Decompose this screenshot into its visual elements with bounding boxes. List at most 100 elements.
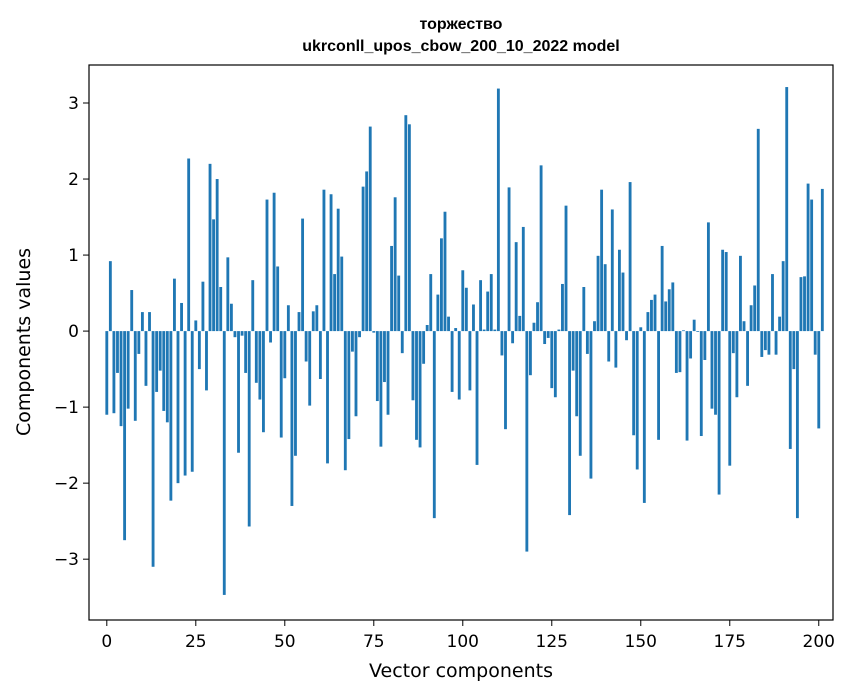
- bar: [582, 287, 586, 332]
- bar: [151, 331, 155, 567]
- bar: [197, 331, 201, 370]
- bar: [810, 199, 814, 332]
- bar: [724, 252, 728, 332]
- x-tick-label: 100: [447, 632, 479, 652]
- bar: [539, 165, 543, 332]
- bar: [290, 331, 294, 506]
- bar: [169, 331, 173, 501]
- bar: [383, 331, 386, 383]
- bar: [674, 331, 678, 373]
- bar: [660, 245, 664, 332]
- y-tick-label: −2: [54, 474, 79, 494]
- bar: [155, 331, 159, 392]
- bar: [286, 305, 290, 332]
- bar: [696, 331, 700, 332]
- bar: [525, 331, 529, 552]
- bar: [468, 331, 472, 391]
- bar: [546, 331, 550, 338]
- bar: [689, 331, 693, 359]
- bar: [119, 331, 123, 427]
- bar: [279, 331, 283, 438]
- bar: [354, 331, 358, 417]
- bar: [404, 115, 408, 332]
- bar: [528, 331, 532, 376]
- bar: [108, 261, 112, 332]
- bar: [379, 331, 383, 447]
- bar: [561, 283, 564, 332]
- x-tick-label: 0: [101, 632, 112, 652]
- x-tick-label: 150: [625, 632, 657, 652]
- bar: [785, 87, 789, 332]
- bar: [532, 322, 536, 332]
- bar: [411, 331, 415, 401]
- x-axis-label: Vector components: [369, 660, 553, 682]
- bar: [183, 331, 187, 476]
- bar: [400, 331, 404, 354]
- bar: [642, 331, 646, 503]
- bar: [194, 320, 198, 332]
- bar: [112, 331, 116, 414]
- bar: [728, 331, 732, 466]
- bar: [418, 331, 422, 448]
- bar: [685, 331, 689, 441]
- bar: [621, 272, 625, 332]
- bar: [575, 331, 579, 417]
- bar: [639, 327, 643, 332]
- bar: [215, 179, 219, 332]
- bar: [272, 192, 276, 332]
- bar: [664, 301, 668, 332]
- bar: [514, 242, 518, 332]
- y-tick-label: 0: [68, 322, 79, 342]
- bar: [603, 264, 607, 332]
- plot-frame: [88, 64, 834, 621]
- bar: [443, 211, 447, 332]
- y-tick-label: 3: [68, 94, 79, 114]
- bar: [415, 331, 418, 440]
- bar: [699, 331, 703, 437]
- bar: [440, 238, 443, 332]
- bar: [795, 331, 799, 519]
- bar: [422, 331, 426, 364]
- bar: [482, 329, 486, 332]
- bar: [820, 188, 824, 332]
- bar: [429, 274, 433, 332]
- bar: [799, 277, 803, 332]
- bar: [589, 331, 593, 479]
- bar: [682, 330, 685, 332]
- bar: [315, 305, 319, 332]
- bar: [351, 331, 354, 352]
- bar: [222, 331, 226, 595]
- bar: [568, 331, 571, 516]
- bar: [133, 331, 137, 421]
- bar: [817, 331, 821, 429]
- bar: [650, 299, 653, 332]
- bar: [283, 331, 287, 379]
- y-tick-label: 2: [68, 170, 79, 190]
- bar: [457, 331, 461, 400]
- bar: [710, 331, 714, 409]
- y-axis-ticks: −3 −2 −1 0 1 2 3: [54, 94, 89, 570]
- bar: [511, 331, 515, 344]
- bar: [454, 328, 458, 332]
- bar: [714, 331, 717, 415]
- bar: [553, 331, 557, 398]
- bar: [774, 331, 778, 355]
- x-tick-label: 50: [274, 632, 296, 652]
- bar: [329, 194, 333, 332]
- bar: [340, 256, 344, 332]
- bar: [176, 331, 180, 484]
- bar: [585, 331, 589, 354]
- bar: [308, 331, 312, 406]
- bar: [617, 249, 621, 332]
- bar: [208, 163, 212, 332]
- bar: [436, 294, 440, 332]
- bar: [116, 331, 119, 373]
- bar: [735, 331, 739, 398]
- bar: [760, 331, 764, 357]
- bar: [635, 331, 639, 470]
- bar: [607, 331, 611, 362]
- x-tick-label: 75: [363, 632, 385, 652]
- bar: [646, 312, 650, 332]
- bar: [739, 255, 742, 332]
